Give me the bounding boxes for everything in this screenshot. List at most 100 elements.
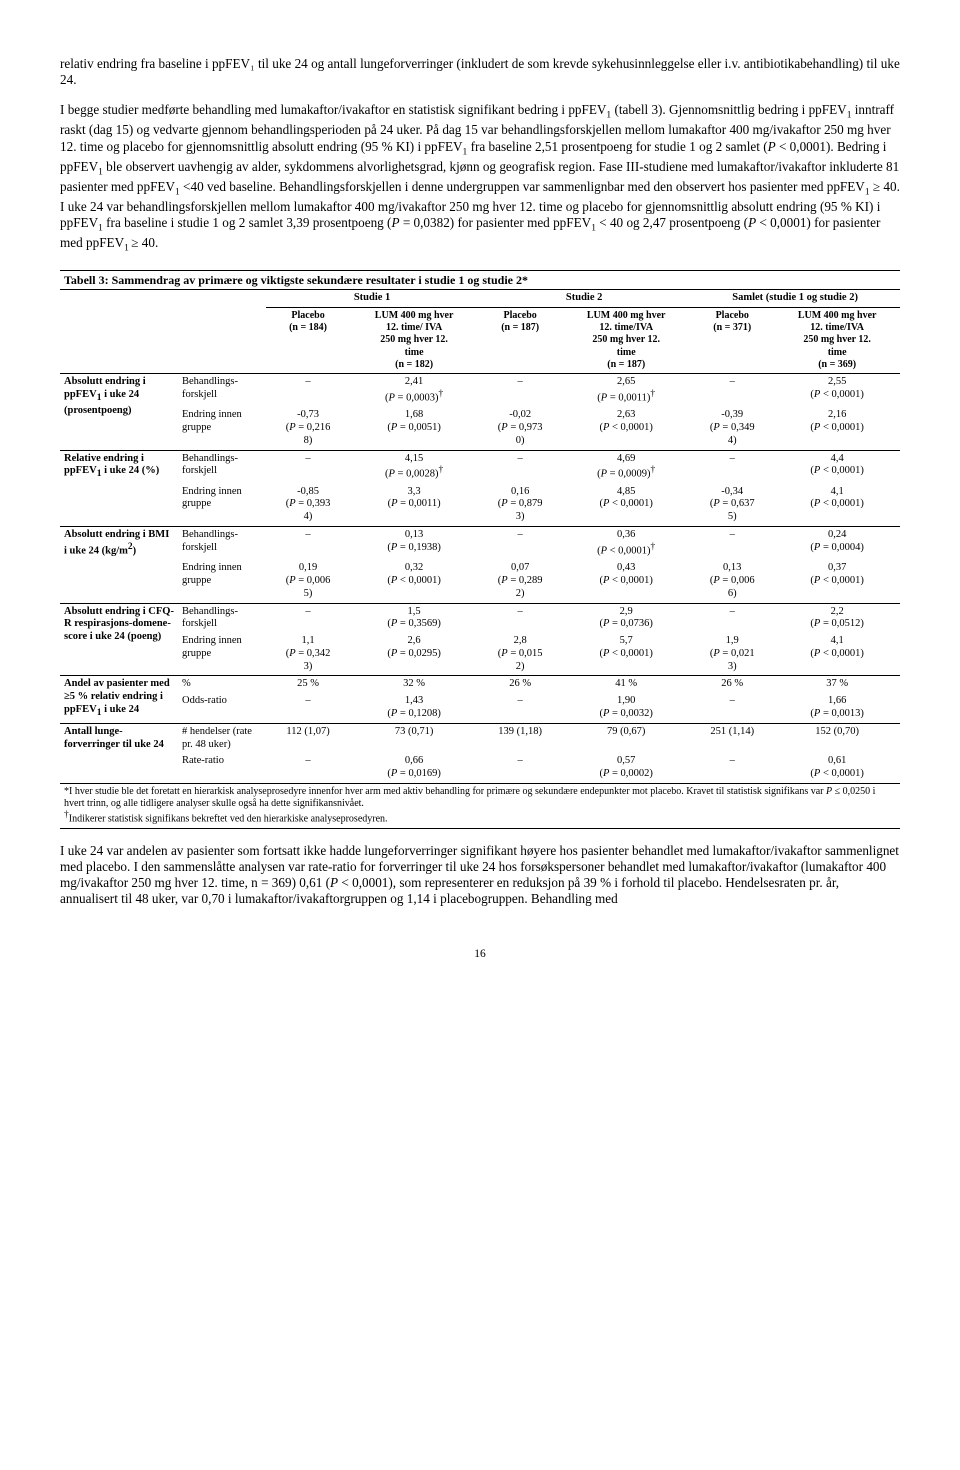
data-cell: 2,8(P = 0,0152) (478, 633, 562, 676)
row-label: Absolutt endring i CFQ-R respirasjons-do… (60, 603, 178, 676)
data-cell: – (690, 603, 774, 633)
data-cell: – (266, 450, 350, 484)
row-label: Antall lunge-forverringer til uke 24 (60, 723, 178, 783)
data-cell: – (690, 693, 774, 723)
group-header-2: Studie 2 (478, 290, 690, 308)
data-cell: 2,65(P = 0,0011)† (562, 374, 690, 408)
data-cell: – (478, 753, 562, 783)
data-cell: -0,85(P = 0,3934) (266, 484, 350, 527)
data-cell: 26 % (690, 676, 774, 693)
table-row: Andel av pasienter med ≥5 % relativ endr… (60, 676, 900, 693)
sub-label: Behandlings-forskjell (178, 527, 266, 561)
data-cell: 152 (0,70) (774, 723, 900, 753)
table-row: Absolutt endring i CFQ-R respirasjons-do… (60, 603, 900, 633)
data-cell: – (266, 527, 350, 561)
sub-label: Behandlings-forskjell (178, 450, 266, 484)
sub-label: Endring innen gruppe (178, 633, 266, 676)
sub-label: Endring innen gruppe (178, 484, 266, 527)
col-header: LUM 400 mg hver12. time/IVA250 mg hver 1… (774, 308, 900, 374)
data-cell: – (690, 527, 774, 561)
data-cell: 0,13(P = 0,0066) (690, 560, 774, 603)
data-cell: 0,37(P < 0,0001) (774, 560, 900, 603)
table-row: Odds-ratio–1,43(P = 0,1208)–1,90(P = 0,0… (60, 693, 900, 723)
data-cell: – (478, 527, 562, 561)
data-cell: – (266, 374, 350, 408)
col-header: Placebo(n = 187) (478, 308, 562, 374)
sub-label: Behandlings-forskjell (178, 374, 266, 408)
table-row: Endring innen gruppe0,19(P = 0,0065)0,32… (60, 560, 900, 603)
row-label: Andel av pasienter med ≥5 % relativ endr… (60, 676, 178, 723)
data-cell: 0,61(P < 0,0001) (774, 753, 900, 783)
row-label: Absolutt endring i ppFEV1 i uke 24 (pros… (60, 374, 178, 450)
data-cell: 251 (1,14) (690, 723, 774, 753)
data-cell: -0,39(P = 0,3494) (690, 407, 774, 450)
data-cell: 0,43(P < 0,0001) (562, 560, 690, 603)
data-cell: 1,1(P = 0,3423) (266, 633, 350, 676)
data-cell: 4,15(P = 0,0028)† (350, 450, 478, 484)
data-cell: 4,1(P < 0,0001) (774, 484, 900, 527)
data-cell: 2,63(P < 0,0001) (562, 407, 690, 450)
data-cell: – (478, 693, 562, 723)
table-row: Endring innen gruppe-0,73(P = 0,2168)1,6… (60, 407, 900, 450)
data-cell: – (478, 374, 562, 408)
data-cell: 1,9(P = 0,0213) (690, 633, 774, 676)
table-row: Absolutt endring i BMI i uke 24 (kg/m2)B… (60, 527, 900, 561)
col-header: Placebo(n = 371) (690, 308, 774, 374)
data-cell: 41 % (562, 676, 690, 693)
data-cell: – (690, 450, 774, 484)
data-cell: – (266, 693, 350, 723)
data-cell: -0,02(P = 0,9730) (478, 407, 562, 450)
data-cell: 0,66(P = 0,0169) (350, 753, 478, 783)
sub-label: % (178, 676, 266, 693)
table-footnote: *I hver studie ble det foretatt en hiera… (60, 784, 900, 829)
sub-label: Endring innen gruppe (178, 407, 266, 450)
data-cell: 2,55(P < 0,0001) (774, 374, 900, 408)
data-cell: 2,2(P = 0,0512) (774, 603, 900, 633)
table-row: Endring innen gruppe1,1(P = 0,3423)2,6(P… (60, 633, 900, 676)
table-col-header-row: Placebo(n = 184) LUM 400 mg hver12. time… (60, 308, 900, 374)
col-header: Placebo(n = 184) (266, 308, 350, 374)
table-row: Endring innen gruppe-0,85(P = 0,3934)3,3… (60, 484, 900, 527)
data-cell: 0,13(P = 0,1938) (350, 527, 478, 561)
data-cell: 0,24(P = 0,0004) (774, 527, 900, 561)
sub-label: Rate-ratio (178, 753, 266, 783)
table-3: Tabell 3: Sammendrag av primære og vikti… (60, 270, 900, 829)
sub-label: Endring innen gruppe (178, 560, 266, 603)
data-cell: 73 (0,71) (350, 723, 478, 753)
data-cell: 4,4(P < 0,0001) (774, 450, 900, 484)
sub-label: # hendelser (rate pr. 48 uker) (178, 723, 266, 753)
data-cell: 0,07(P = 0,2892) (478, 560, 562, 603)
data-cell: 2,9(P = 0,0736) (562, 603, 690, 633)
data-cell: – (478, 450, 562, 484)
data-cell: 79 (0,67) (562, 723, 690, 753)
data-cell: 0,57(P = 0,0002) (562, 753, 690, 783)
sub-label: Behandlings-forskjell (178, 603, 266, 633)
data-cell: 5,7(P < 0,0001) (562, 633, 690, 676)
table-row: Absolutt endring i ppFEV1 i uke 24 (pros… (60, 374, 900, 408)
data-cell: 4,1(P < 0,0001) (774, 633, 900, 676)
data-cell: -0,73(P = 0,2168) (266, 407, 350, 450)
table-row: Rate-ratio–0,66(P = 0,0169)–0,57(P = 0,0… (60, 753, 900, 783)
data-cell: 0,32(P < 0,0001) (350, 560, 478, 603)
table-row: Antall lunge-forverringer til uke 24# he… (60, 723, 900, 753)
data-cell: 1,68(P = 0,0051) (350, 407, 478, 450)
row-label: Relative endring i ppFEV1 i uke 24 (%) (60, 450, 178, 526)
data-cell: 2,41(P = 0,0003)† (350, 374, 478, 408)
paragraph-3: I uke 24 var andelen av pasienter som fo… (60, 843, 900, 907)
col-header: LUM 400 mg hver12. time/ IVA250 mg hver … (350, 308, 478, 374)
group-header-3: Samlet (studie 1 og studie 2) (690, 290, 900, 308)
data-cell: 0,16(P = 0,8793) (478, 484, 562, 527)
data-cell: – (690, 753, 774, 783)
data-cell: 32 % (350, 676, 478, 693)
table-group-header-row: Studie 1 Studie 2 Samlet (studie 1 og st… (60, 290, 900, 308)
data-cell: 1,90(P = 0,0032) (562, 693, 690, 723)
sub-label: Odds-ratio (178, 693, 266, 723)
data-cell: 1,5(P = 0,3569) (350, 603, 478, 633)
data-cell: 2,16(P < 0,0001) (774, 407, 900, 450)
data-cell: 2,6(P = 0,0295) (350, 633, 478, 676)
data-cell: 37 % (774, 676, 900, 693)
data-cell: 4,69(P = 0,0009)† (562, 450, 690, 484)
data-cell: 0,19(P = 0,0065) (266, 560, 350, 603)
group-header-1: Studie 1 (266, 290, 478, 308)
data-cell: 112 (1,07) (266, 723, 350, 753)
